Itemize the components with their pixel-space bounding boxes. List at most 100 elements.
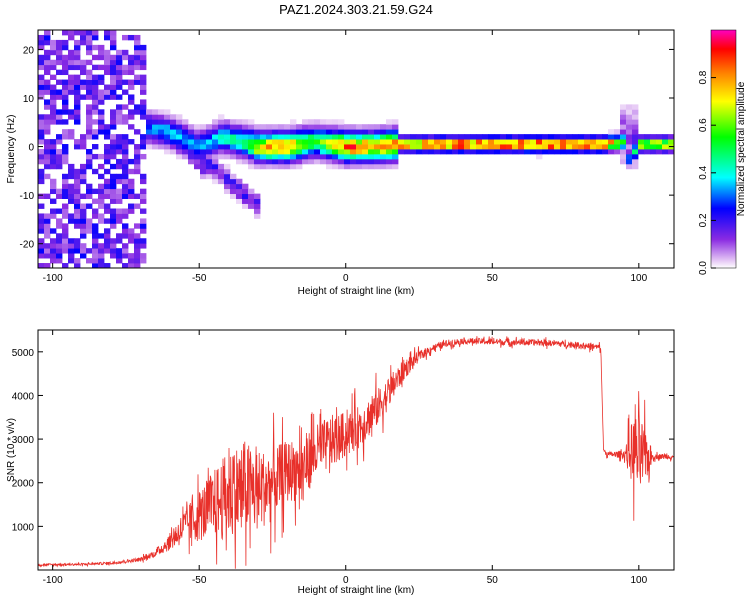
heatmap-cell: [62, 248, 69, 254]
heatmap-cell: [62, 109, 69, 115]
heatmap-cell: [560, 139, 567, 145]
heatmap-cell: [68, 54, 75, 61]
heatmap-cell: [56, 44, 63, 51]
heatmap-cell: [152, 139, 159, 145]
heatmap-cell: [212, 144, 219, 150]
heatmap-cell: [614, 144, 621, 150]
heatmap-cell: [512, 149, 519, 155]
heatmap-cell: [50, 228, 57, 234]
heatmap-cell: [62, 94, 69, 100]
heatmap-cell: [122, 188, 129, 195]
heatmap-cell: [458, 139, 465, 145]
heatmap-cell: [242, 119, 249, 125]
heatmap-cell: [104, 94, 111, 100]
heatmap-cell: [80, 223, 87, 229]
heatmap-cell: [518, 149, 525, 155]
heatmap-cell: [620, 134, 627, 140]
heatmap-cell: [356, 144, 363, 150]
heatmap-cell: [122, 243, 129, 249]
heatmap-cell: [110, 109, 117, 115]
heatmap-cell: [152, 119, 159, 125]
heatmap-cell: [164, 119, 171, 125]
heatmap-cell: [272, 158, 279, 165]
heatmap-cell: [212, 178, 219, 185]
heatmap-cell: [338, 158, 345, 165]
heatmap-cell: [386, 124, 393, 130]
heatmap-cell: [206, 144, 213, 150]
heatmap-cell: [44, 144, 51, 150]
heatmap-cell: [386, 119, 393, 125]
heatmap-cell: [248, 119, 255, 125]
heatmap-cell: [74, 144, 81, 150]
heatmap-cell: [512, 144, 519, 150]
heatmap-cell: [74, 54, 81, 61]
heatmap-cell: [134, 248, 141, 254]
heatmap-cell: [140, 173, 147, 180]
heatmap-cell: [98, 54, 105, 61]
heatmap-cell: [164, 149, 171, 155]
heatmap-cell: [116, 109, 123, 115]
heatmap-cell: [122, 153, 129, 160]
heatmap-cell: [104, 263, 111, 269]
heatmap-cell: [116, 49, 123, 56]
heatmap-cell: [338, 153, 345, 160]
heatmap-cell: [296, 163, 303, 170]
heatmap-cell: [122, 134, 129, 140]
heatmap-cell: [212, 173, 219, 180]
heatmap-cell: [38, 168, 45, 175]
heatmap-cell: [140, 114, 147, 120]
heatmap-cell: [206, 158, 213, 165]
heatmap-cell: [620, 144, 627, 150]
heatmap-cell: [140, 54, 147, 61]
heatmap-cell: [80, 243, 87, 249]
heatmap-cell: [86, 149, 93, 155]
heatmap-cell: [386, 144, 393, 150]
heatmap-cell: [80, 168, 87, 175]
heatmap-cell: [542, 134, 549, 140]
heatmap-cell: [74, 208, 81, 214]
heatmap-cell: [308, 149, 315, 155]
heatmap-cell: [254, 158, 261, 165]
heatmap-cell: [62, 173, 69, 180]
heatmap-cell: [548, 139, 555, 145]
heatmap-cell: [134, 109, 141, 115]
heatmap-cell: [98, 163, 105, 170]
heatmap-cell: [68, 64, 75, 71]
heatmap-cell: [104, 59, 111, 66]
heatmap-cell: [116, 163, 123, 170]
heatmap-cell: [302, 158, 309, 165]
heatmap-cell: [266, 134, 273, 140]
heatmap-cell: [50, 74, 57, 80]
colorbar-tick-label: 0.6: [698, 118, 709, 132]
heatmap-cell: [206, 149, 213, 155]
heatmap-cell: [164, 114, 171, 120]
heatmap-cell: [134, 54, 141, 61]
heatmap-cell: [278, 163, 285, 170]
heatmap-cell: [254, 153, 261, 160]
heatmap-cell: [254, 124, 261, 130]
heatmap-cell: [38, 94, 45, 100]
heatmap-cell: [128, 188, 135, 195]
heatmap-cell: [194, 158, 201, 165]
heatmap-cell: [50, 104, 57, 110]
heatmap-cell: [50, 158, 57, 165]
heatmap-cell: [236, 158, 243, 165]
heatmap-cell: [110, 39, 117, 46]
heatmap-cell: [320, 139, 327, 145]
heatmap-cell: [476, 149, 483, 155]
heatmap-cell: [242, 193, 249, 199]
heatmap-cell: [458, 149, 465, 155]
heatmap-cell: [536, 144, 543, 150]
heatmap-cell: [536, 153, 543, 160]
heatmap-cell: [110, 188, 117, 195]
heatmap-cell: [398, 139, 405, 145]
heatmap-cell: [44, 149, 51, 155]
heatmap-cell: [86, 74, 93, 80]
heatmap-cell: [290, 139, 297, 145]
heatmap-cell: [626, 109, 633, 115]
heatmap-cell: [536, 139, 543, 145]
y-tick-label: 2000: [12, 479, 35, 490]
heatmap-cell: [62, 158, 69, 165]
heatmap-cell: [62, 153, 69, 160]
heatmap-cell: [230, 139, 237, 145]
